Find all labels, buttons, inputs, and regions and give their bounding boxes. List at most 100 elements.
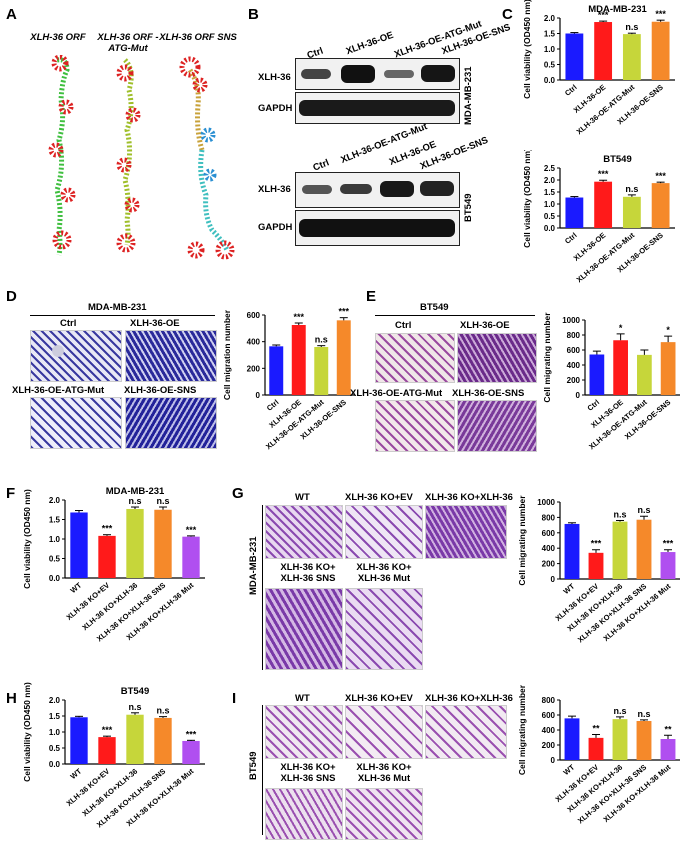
y-tick-label: 2.0 (544, 176, 556, 185)
bar (594, 181, 613, 228)
significance-label: *** (655, 171, 666, 181)
y-tick-label: 1.0 (49, 535, 61, 544)
y-tick-label: 1.0 (49, 728, 61, 737)
micrograph-e-atg-mut (375, 400, 455, 452)
bar (636, 519, 652, 579)
rna-structure-diagrams (48, 55, 235, 260)
y-tick-label: 0.5 (544, 212, 556, 221)
micrograph-d-ctrl (30, 330, 122, 382)
x-tick-label: WT (69, 766, 84, 781)
e-header: BT549 (420, 302, 449, 313)
rna-structure-orf (48, 55, 76, 256)
chart-d-migration: Cell migration number 0200400600Ctrl***XL… (222, 307, 355, 451)
d-header: MDA-MB-231 (88, 302, 147, 313)
significance-label: n.s (128, 702, 141, 712)
micrograph-e-ctrl (375, 333, 455, 383)
y-tick-label: 1000 (562, 316, 580, 325)
y-tick-label: 400 (542, 726, 556, 735)
significance-label: n.s (637, 709, 650, 719)
y-tick-label: 200 (542, 560, 556, 569)
micrograph-i-wt (265, 705, 343, 759)
y-axis-label: Cell viability (OD450 nm) (22, 489, 32, 589)
significance-label: *** (102, 725, 113, 735)
bar (651, 183, 670, 228)
panel-label-g: G (232, 485, 244, 502)
panel-label-f: F (6, 485, 16, 502)
d-label-oe: XLH-36-OE (130, 318, 180, 329)
x-tick-label: Ctrl (563, 83, 579, 98)
y-tick-label: 0.5 (49, 555, 61, 564)
y-tick-label: 600 (542, 711, 556, 720)
y-tick-label: 0.0 (49, 574, 61, 583)
significance-label: n.s (637, 505, 650, 515)
bar (589, 354, 605, 395)
e-label-oe: XLH-36-OE (460, 320, 510, 331)
panel-label-c: C (502, 6, 513, 23)
panel-label-h: H (6, 690, 17, 707)
y-tick-label: 600 (567, 346, 581, 355)
panel-label-i: I (232, 690, 237, 707)
rna-structure-sns (179, 56, 235, 260)
bar (660, 552, 676, 579)
y-tick-label: 1.0 (544, 200, 556, 209)
y-axis-label: Cell migration number (222, 309, 232, 400)
e-label-sns: XLH-36-OE-SNS (452, 388, 525, 399)
bar (154, 509, 172, 578)
g-label-ko-sns: XLH-36 KO+ XLH-36 SNS (280, 562, 336, 584)
chart-i-migration: Cell migrating number 0200400600800WT**XL… (517, 684, 680, 825)
y-tick-label: 0.0 (544, 224, 556, 233)
chart-title: MDA-MB-231 (106, 486, 165, 497)
rna-title-orf: XLH-36 ORF (30, 32, 86, 43)
x-tick-label: Ctrl (265, 398, 281, 413)
micrograph-g-ko-ev (345, 505, 423, 559)
significance-label: *** (598, 169, 609, 179)
y-axis-label: Cell migrating number (517, 495, 527, 586)
y-axis-label: Cell viability (OD450 nm) (22, 682, 32, 782)
significance-label: n.s (613, 509, 626, 519)
bar (336, 320, 351, 395)
significance-label: ** (592, 724, 600, 734)
bar (636, 721, 652, 760)
y-tick-label: 1.5 (49, 516, 61, 525)
micrograph-g-ko-mut (345, 588, 423, 670)
g-label-wt: WT (295, 492, 310, 503)
rna-title-atg-mut: XLH-36 ORF -ATG-Mut (97, 32, 159, 54)
y-tick-label: 600 (542, 529, 556, 538)
y-axis-label: Cell viability (OD450 nm) (522, 0, 532, 99)
i-label-ko-ev: XLH-36 KO+EV (345, 693, 413, 704)
bar (154, 717, 172, 764)
significance-label: n.s (613, 706, 626, 716)
g-side-label: MDA-MB-231 (248, 536, 259, 595)
significance-label: * (666, 325, 670, 335)
x-tick-label: WT (69, 580, 84, 595)
micrograph-i-ko-sns (265, 788, 343, 840)
significance-label: *** (598, 10, 609, 20)
bar (314, 347, 329, 395)
y-tick-label: 0.5 (49, 744, 61, 753)
western-blot2-gapdh (295, 210, 460, 246)
y-tick-label: 400 (567, 361, 581, 370)
y-tick-label: 2.0 (544, 14, 556, 23)
bar (588, 552, 604, 579)
bar (660, 342, 676, 395)
y-tick-label: 200 (542, 741, 556, 750)
y-tick-label: 1000 (537, 498, 555, 507)
bar (182, 536, 200, 578)
bar (651, 21, 670, 80)
significance-label: *** (293, 312, 304, 322)
significance-label: *** (102, 524, 113, 534)
micrograph-i-ko-ev (345, 705, 423, 759)
significance-label: *** (186, 729, 197, 739)
y-tick-label: 1.5 (49, 712, 61, 721)
y-tick-label: 400 (247, 338, 261, 347)
blot-cell-line-mda: MDA-MB-231 (463, 66, 474, 125)
y-tick-label: 0 (576, 391, 581, 400)
y-tick-label: 0 (551, 756, 556, 765)
micrograph-d-oe (125, 330, 217, 382)
bar (594, 22, 613, 81)
blot-row-xlh36: XLH-36 (258, 72, 291, 83)
significance-label: * (619, 323, 623, 333)
chart-c-bt549-viability: BT549 Cell viability (OD450 nm) 0.0 0.5 1.0 1… (522, 150, 675, 284)
significance-label: n.s (156, 706, 169, 716)
bar (565, 33, 584, 80)
